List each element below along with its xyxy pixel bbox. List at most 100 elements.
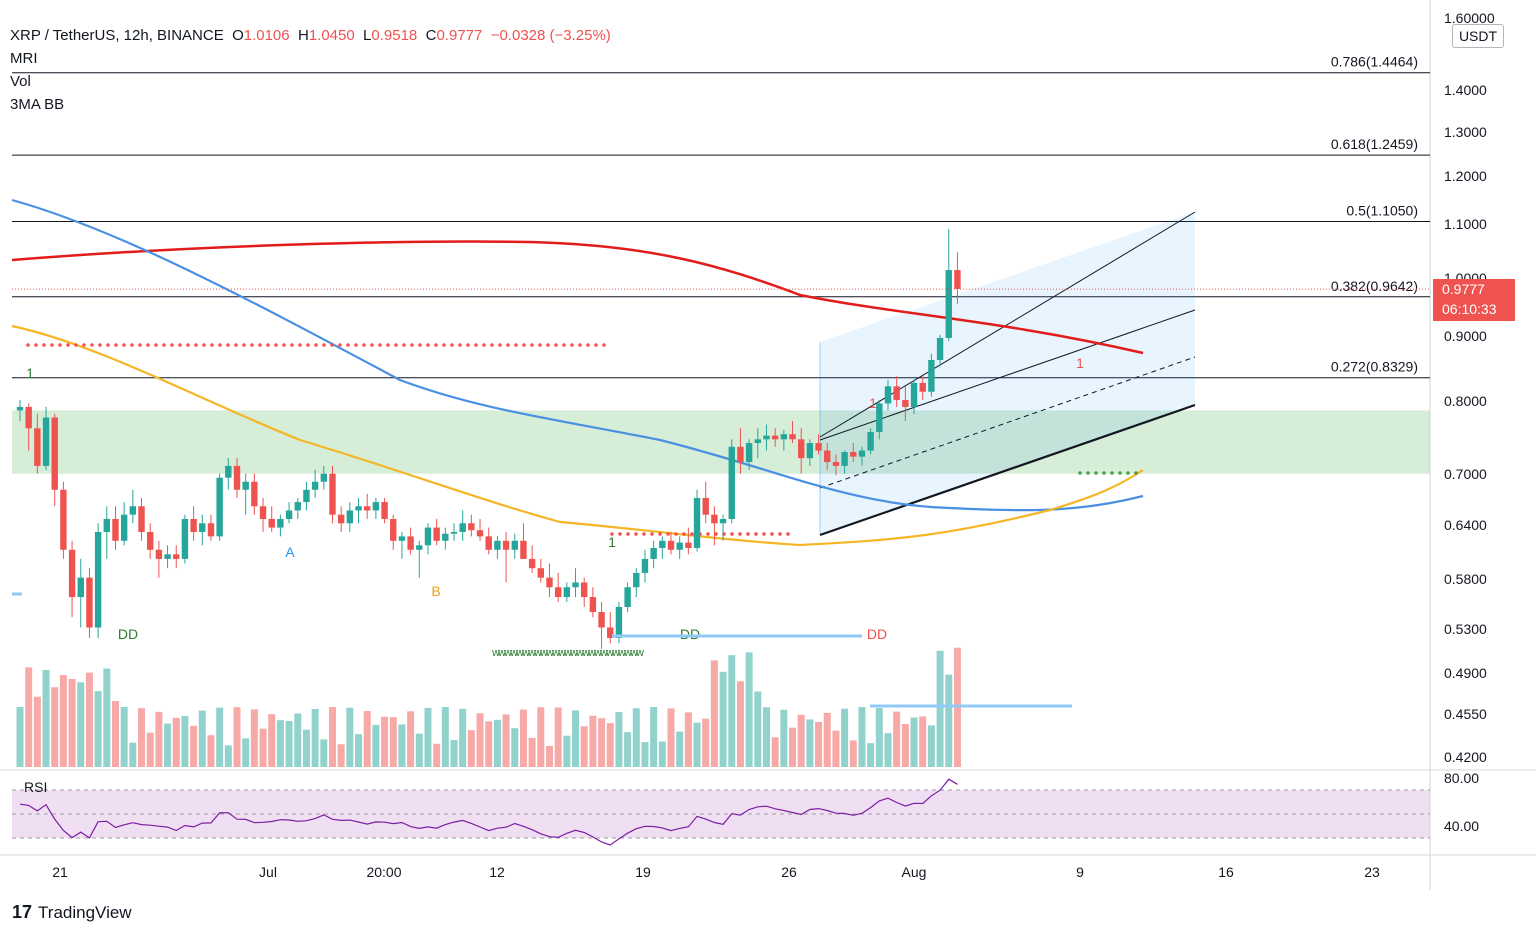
candle-body xyxy=(554,587,562,598)
fib-label: 0.272(0.8329) xyxy=(1331,359,1418,375)
candle-body xyxy=(416,545,423,550)
candle-body xyxy=(207,523,215,537)
dotted-level-dot xyxy=(1118,471,1122,475)
legend-ohlc-row: XRP / TetherUS, 12h, BINANCE O1.0106 H1.… xyxy=(10,24,611,47)
pattern-mark: w xyxy=(563,647,572,659)
channel-lower-line xyxy=(819,403,1196,537)
dotted-level-dot xyxy=(506,343,510,347)
candle-body xyxy=(832,462,840,466)
dotted-level-dot xyxy=(314,343,318,347)
pattern-mark: w xyxy=(611,647,620,659)
candle-body xyxy=(259,506,267,519)
dotted-level-dot xyxy=(210,343,214,347)
dotted-level-dot xyxy=(530,343,534,347)
indicator-3ma-bb[interactable]: 3MA BB xyxy=(10,96,65,113)
volume-bar xyxy=(51,687,59,767)
volume-bar xyxy=(337,744,345,767)
indicator-vol[interactable]: Vol xyxy=(10,73,31,90)
rsi-label[interactable]: RSI xyxy=(24,779,48,795)
candle-body xyxy=(806,443,814,459)
dotted-level-dot xyxy=(186,343,190,347)
dotted-level-dot xyxy=(98,343,102,347)
ma-yellow-line xyxy=(11,324,1144,547)
annotation-label: 1 xyxy=(869,395,877,411)
dotted-level-dot xyxy=(250,343,254,347)
candle-body xyxy=(476,530,484,537)
candle-body xyxy=(181,518,189,559)
volume-bar xyxy=(138,708,146,767)
candle-body xyxy=(112,518,119,541)
candle-body xyxy=(311,481,319,490)
volume-bar xyxy=(849,740,857,767)
volume-bar xyxy=(780,709,788,767)
volume-bar xyxy=(511,728,519,767)
volume-bar xyxy=(615,712,623,767)
indicator-mri[interactable]: MRI xyxy=(10,50,38,67)
fib-label: 0.786(1.4464) xyxy=(1331,54,1418,70)
volume-bar xyxy=(424,707,432,767)
currency-button[interactable]: USDT xyxy=(1452,24,1504,48)
dotted-level-dot xyxy=(386,343,390,347)
volume-bar xyxy=(606,723,614,767)
candle-body xyxy=(251,481,258,507)
candle-body xyxy=(728,446,735,519)
candle-body xyxy=(893,386,900,400)
dotted-level-dot xyxy=(74,343,78,347)
candle-body xyxy=(164,554,171,559)
volume-bar xyxy=(155,711,163,767)
y-tick-label: 0.6400 xyxy=(1444,517,1487,533)
candle-body xyxy=(190,518,197,532)
volume-bar xyxy=(85,672,93,767)
tradingview-logo[interactable]: 17 TradingView xyxy=(12,902,132,923)
candle-body xyxy=(398,536,406,541)
ma-blue-line xyxy=(11,198,1144,512)
pattern-mark: w xyxy=(539,647,548,659)
x-tick-label: 19 xyxy=(635,864,651,880)
volume-bar xyxy=(164,723,172,767)
volume-bar xyxy=(77,682,85,767)
volume-bar xyxy=(641,742,649,767)
volume-bar xyxy=(667,708,675,767)
dotted-level-dot xyxy=(1086,471,1090,475)
candle-body xyxy=(737,446,744,463)
volume-bar xyxy=(355,734,363,767)
volume-bar xyxy=(893,711,901,767)
dotted-level-dot xyxy=(410,343,414,347)
candle-body xyxy=(285,510,293,519)
candle-body xyxy=(364,506,371,511)
dotted-level-dot xyxy=(578,343,582,347)
dotted-level-dot xyxy=(762,532,766,536)
dotted-level-dot xyxy=(570,343,574,347)
candle-body xyxy=(789,434,796,440)
dotted-level-dot xyxy=(306,343,310,347)
dotted-level-dot xyxy=(362,343,366,347)
dotted-level-dot xyxy=(562,343,566,347)
volume-bar xyxy=(242,738,250,767)
dotted-level-dot xyxy=(378,343,382,347)
candle-body xyxy=(155,549,163,559)
dotted-level-dot xyxy=(546,343,550,347)
candle-body xyxy=(780,434,788,440)
dotted-level-dot xyxy=(114,343,118,347)
volume-bar xyxy=(815,721,823,767)
symbol-title[interactable]: XRP / TetherUS, 12h, BINANCE xyxy=(10,27,224,44)
fib-label: 0.382(0.9642) xyxy=(1331,278,1418,294)
volume-bar xyxy=(476,713,484,767)
fib-label: 0.5(1.1050) xyxy=(1346,202,1418,218)
volume-bar xyxy=(224,745,232,767)
x-tick-label: 26 xyxy=(781,864,797,880)
volume-bar xyxy=(572,710,580,767)
volume-bar xyxy=(919,716,927,767)
volume-bar xyxy=(120,707,128,767)
dotted-level-dot xyxy=(370,343,374,347)
candle-body xyxy=(277,518,284,528)
candle-body xyxy=(685,542,692,548)
dotted-level-dot xyxy=(786,532,790,536)
volume-bar xyxy=(684,712,692,767)
x-tick-label: 21 xyxy=(52,864,68,880)
dotted-level-dot xyxy=(226,343,230,347)
annotation-label: A xyxy=(285,544,295,560)
volume-bar xyxy=(250,709,258,767)
pattern-mark: w xyxy=(575,647,584,659)
